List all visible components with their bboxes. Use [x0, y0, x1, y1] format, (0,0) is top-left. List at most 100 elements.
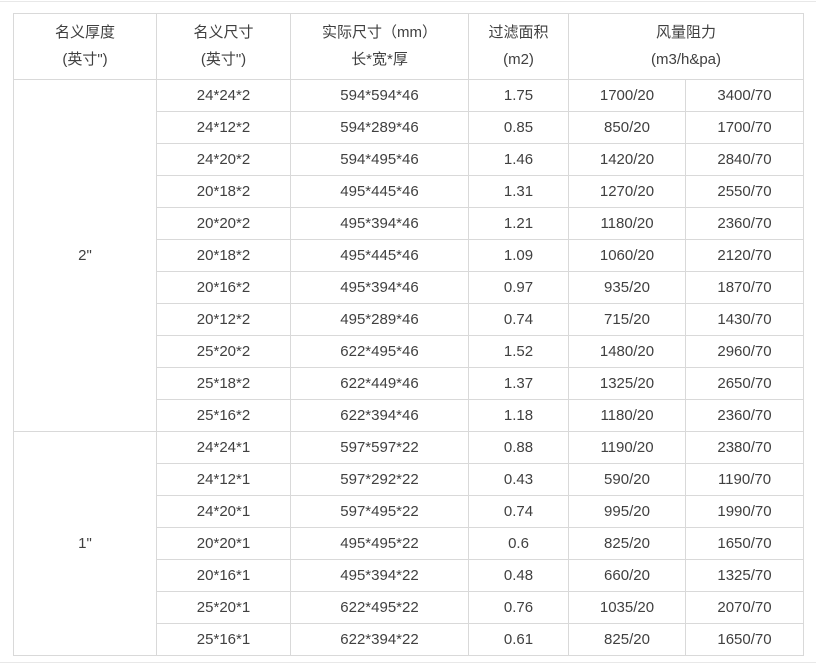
nominal-size-cell: 20*16*1 [156, 559, 291, 592]
actual-size-cell: 622*495*46 [290, 335, 469, 368]
header-line: (m3/h&pa) [650, 51, 722, 68]
airflow-20pa-cell: 1190/20 [568, 431, 686, 464]
header-line: 风量阻力 [655, 24, 716, 41]
airflow-20pa-cell: 935/20 [568, 271, 686, 304]
airflow-20pa-cell: 590/20 [568, 463, 686, 496]
filter-area-cell: 1.31 [468, 175, 569, 208]
filter-area-cell: 1.21 [468, 207, 569, 240]
actual-size-cell: 495*495*22 [290, 527, 469, 560]
table-row: 20*20*1 495*495*22 0.6 825/20 1650/70 [14, 527, 804, 560]
header-line: (英寸") [62, 51, 108, 68]
filter-area-cell: 0.61 [468, 623, 569, 656]
header-line: 长*宽*厚 [351, 51, 408, 68]
airflow-20pa-cell: 1060/20 [568, 239, 686, 272]
table-row: 24*20*2 594*495*46 1.46 1420/20 2840/70 [14, 143, 804, 176]
actual-size-cell: 597*495*22 [290, 495, 469, 528]
top-separator [0, 1, 816, 2]
filter-area-cell: 0.74 [468, 303, 569, 336]
nominal-size-cell: 24*12*2 [156, 111, 291, 144]
airflow-70pa-cell: 2360/70 [685, 207, 804, 240]
nominal-thickness-cell: 2" [13, 79, 157, 432]
nominal-size-cell: 20*20*2 [156, 207, 291, 240]
table-row: 24*12*1 597*292*22 0.43 590/20 1190/70 [14, 463, 804, 496]
table-row: 24*20*1 597*495*22 0.74 995/20 1990/70 [14, 495, 804, 528]
filter-area-cell: 0.97 [468, 271, 569, 304]
nominal-size-cell: 24*24*2 [156, 79, 291, 112]
table-row: 25*18*2 622*449*46 1.37 1325/20 2650/70 [14, 367, 804, 400]
nominal-size-cell: 20*18*2 [156, 239, 291, 272]
airflow-70pa-cell: 1700/70 [685, 111, 804, 144]
header-line: 名义厚度 [54, 24, 115, 41]
table-row: 20*18*2 495*445*46 1.09 1060/20 2120/70 [14, 239, 804, 272]
header-line: 过滤面积 [488, 24, 549, 41]
filter-area-cell: 1.09 [468, 239, 569, 272]
nominal-size-cell: 24*20*1 [156, 495, 291, 528]
airflow-20pa-cell: 825/20 [568, 623, 686, 656]
airflow-20pa-cell: 1035/20 [568, 591, 686, 624]
filter-spec-table: 名义厚度 (英寸") 名义尺寸 (英寸") 实际尺寸（mm） 长*宽*厚 过滤面… [13, 13, 804, 656]
filter-area-cell: 1.46 [468, 143, 569, 176]
filter-area-cell: 1.18 [468, 399, 569, 432]
airflow-20pa-cell: 995/20 [568, 495, 686, 528]
nominal-size-cell: 25*16*1 [156, 623, 291, 656]
airflow-20pa-cell: 1700/20 [568, 79, 686, 112]
airflow-20pa-cell: 715/20 [568, 303, 686, 336]
airflow-70pa-cell: 1430/70 [685, 303, 804, 336]
table-row: 20*18*2 495*445*46 1.31 1270/20 2550/70 [14, 175, 804, 208]
filter-area-cell: 0.85 [468, 111, 569, 144]
actual-size-cell: 622*495*22 [290, 591, 469, 624]
airflow-70pa-cell: 3400/70 [685, 79, 804, 112]
actual-size-cell: 622*449*46 [290, 367, 469, 400]
filter-area-cell: 0.43 [468, 463, 569, 496]
table-row: 20*16*2 495*394*46 0.97 935/20 1870/70 [14, 271, 804, 304]
filter-area-cell: 1.52 [468, 335, 569, 368]
airflow-70pa-cell: 1650/70 [685, 623, 804, 656]
nominal-size-cell: 20*18*2 [156, 175, 291, 208]
nominal-size-cell: 24*24*1 [156, 431, 291, 464]
table-row: 20*20*2 495*394*46 1.21 1180/20 2360/70 [14, 207, 804, 240]
airflow-20pa-cell: 1180/20 [568, 399, 686, 432]
airflow-70pa-cell: 2550/70 [685, 175, 804, 208]
airflow-20pa-cell: 1270/20 [568, 175, 686, 208]
header-line: 实际尺寸（mm） [322, 24, 437, 41]
actual-size-cell: 495*289*46 [290, 303, 469, 336]
header-filter-area: 过滤面积 (m2) [468, 13, 569, 80]
nominal-thickness-cell: 1" [13, 431, 157, 656]
nominal-size-cell: 25*16*2 [156, 399, 291, 432]
filter-area-cell: 1.75 [468, 79, 569, 112]
airflow-70pa-cell: 2840/70 [685, 143, 804, 176]
airflow-70pa-cell: 1190/70 [685, 463, 804, 496]
airflow-70pa-cell: 1870/70 [685, 271, 804, 304]
header-line: (英寸") [200, 51, 247, 68]
actual-size-cell: 495*445*46 [290, 239, 469, 272]
table-row: 25*20*1 622*495*22 0.76 1035/20 2070/70 [14, 591, 804, 624]
header-line: (m2) [503, 51, 534, 68]
header-actual-size: 实际尺寸（mm） 长*宽*厚 [290, 13, 469, 80]
airflow-20pa-cell: 1420/20 [568, 143, 686, 176]
airflow-70pa-cell: 2960/70 [685, 335, 804, 368]
header-airflow-resistance: 风量阻力 (m3/h&pa) [568, 13, 804, 80]
nominal-size-cell: 24*12*1 [156, 463, 291, 496]
actual-size-cell: 495*445*46 [290, 175, 469, 208]
airflow-20pa-cell: 850/20 [568, 111, 686, 144]
nominal-size-cell: 20*12*2 [156, 303, 291, 336]
actual-size-cell: 594*495*46 [290, 143, 469, 176]
filter-area-cell: 0.88 [468, 431, 569, 464]
nominal-size-cell: 20*20*1 [156, 527, 291, 560]
actual-size-cell: 622*394*46 [290, 399, 469, 432]
table-row: 25*16*2 622*394*46 1.18 1180/20 2360/70 [14, 399, 804, 432]
airflow-20pa-cell: 825/20 [568, 527, 686, 560]
actual-size-cell: 495*394*46 [290, 207, 469, 240]
filter-area-cell: 0.48 [468, 559, 569, 592]
airflow-20pa-cell: 1180/20 [568, 207, 686, 240]
nominal-size-cell: 25*20*2 [156, 335, 291, 368]
nominal-size-cell: 25*20*1 [156, 591, 291, 624]
actual-size-cell: 622*394*22 [290, 623, 469, 656]
nominal-size-cell: 25*18*2 [156, 367, 291, 400]
filter-area-cell: 0.74 [468, 495, 569, 528]
bottom-separator [0, 662, 816, 663]
airflow-70pa-cell: 2070/70 [685, 591, 804, 624]
actual-size-cell: 495*394*46 [290, 271, 469, 304]
airflow-20pa-cell: 660/20 [568, 559, 686, 592]
